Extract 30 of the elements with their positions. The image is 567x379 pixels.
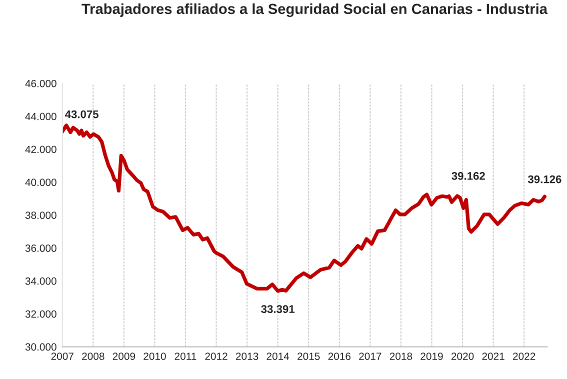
x-tick-label: 2018 <box>390 352 412 360</box>
x-tick-label: 2017 <box>359 352 382 360</box>
x-tick-label: 2013 <box>236 352 258 360</box>
y-tick-label: 46.000 <box>25 80 56 88</box>
y-tick-label: 34.000 <box>25 277 56 285</box>
x-tick-label: 2009 <box>112 352 136 360</box>
y-tick-label: 36.000 <box>25 244 56 252</box>
x-tick-label: 2012 <box>205 352 228 360</box>
x-tick-label: 2007 <box>51 352 74 360</box>
x-tick-label: 2010 <box>144 352 166 360</box>
chart-title: Trabajadores afiliados a la Seguridad Social en Canarias - Industria <box>82 3 548 18</box>
x-tick-label: 2016 <box>328 352 351 360</box>
annotation: 39.126 <box>528 175 562 184</box>
x-tick-label: 2022 <box>513 352 536 360</box>
y-tick-label: 38.000 <box>25 212 56 219</box>
annotation: 39.162 <box>452 172 485 180</box>
x-tick-label: 2015 <box>298 352 320 360</box>
annotation: 43.075 <box>64 110 98 118</box>
x-tick-label: 2021 <box>482 352 504 360</box>
y-tick-label: 44.000 <box>25 112 56 120</box>
y-tick-label: 42.000 <box>25 146 56 154</box>
x-tick-label: 2019 <box>420 352 443 360</box>
x-tick-label: 2008 <box>82 352 104 360</box>
y-tick-label: 32.000 <box>25 310 56 318</box>
x-tick-label: 2014 <box>266 352 290 360</box>
y-tick-label: 30.000 <box>25 343 56 351</box>
x-tick-label: 2011 <box>174 352 196 360</box>
x-tick-label: 2020 <box>451 352 474 360</box>
annotation: 33.391 <box>261 305 295 314</box>
y-tick-label: 40.000 <box>25 178 56 186</box>
